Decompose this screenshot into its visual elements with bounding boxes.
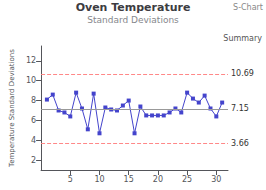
svg-text:15: 15 (124, 175, 134, 184)
svg-text:S-Chart: S-Chart (233, 3, 263, 12)
svg-text:Standard Deviations: Standard Deviations (87, 15, 179, 25)
svg-text:6: 6 (31, 116, 36, 125)
svg-text:10: 10 (26, 76, 36, 85)
svg-text:2: 2 (31, 156, 36, 165)
svg-text:Temperature Standard Deviation: Temperature Standard Deviations (8, 49, 16, 168)
svg-text:5: 5 (68, 175, 73, 184)
svg-text:7.15: 7.15 (231, 104, 249, 113)
svg-text:10: 10 (94, 175, 104, 184)
svg-text:4: 4 (31, 136, 36, 145)
svg-text:30: 30 (211, 175, 221, 184)
svg-text:8: 8 (31, 96, 36, 105)
svg-text:Oven Temperature: Oven Temperature (76, 1, 191, 14)
svg-text:3.66: 3.66 (231, 139, 249, 148)
svg-text:12: 12 (26, 56, 36, 65)
svg-text:25: 25 (182, 175, 192, 184)
svg-text:20: 20 (153, 175, 163, 184)
svg-text:Summary: Summary (223, 34, 262, 43)
svg-text:10.69: 10.69 (231, 69, 254, 78)
